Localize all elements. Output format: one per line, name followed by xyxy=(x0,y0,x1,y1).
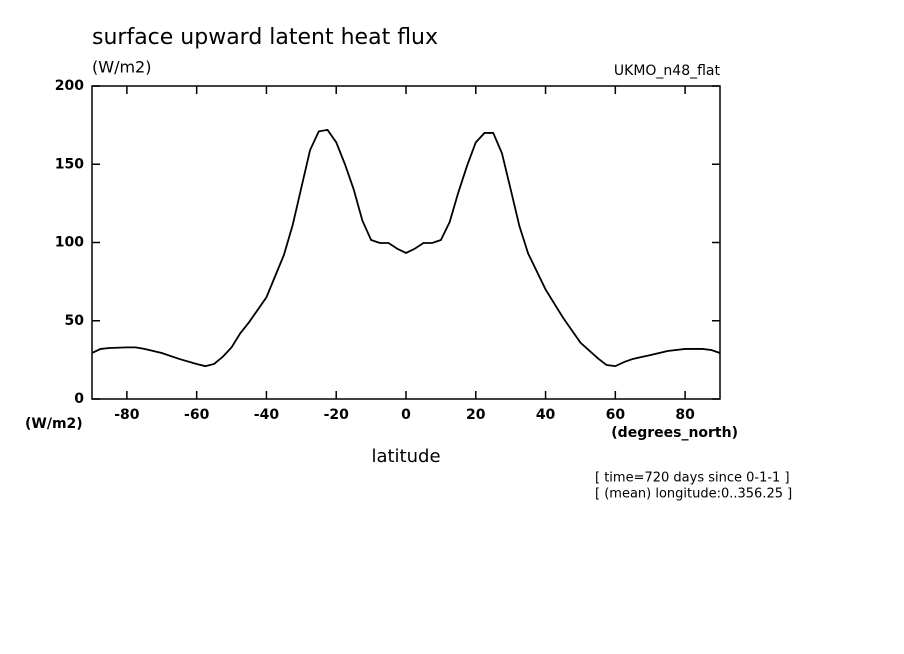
x-tick-label: 80 xyxy=(675,407,695,423)
note: [ (mean) longitude:0..356.25 ] xyxy=(595,487,792,502)
x-tick-label: 40 xyxy=(536,407,556,423)
y-tick-label: 100 xyxy=(55,235,84,251)
y-tick-label: 200 xyxy=(55,78,84,94)
plot-frame xyxy=(91,85,721,400)
note: [ time=720 days since 0-1-1 ] xyxy=(595,471,790,486)
x-tick-label: 0 xyxy=(401,407,411,423)
x-tick-label: -80 xyxy=(114,407,140,423)
dataset-label: UKMO_n48_flat xyxy=(614,63,721,79)
x-tick-label: 60 xyxy=(606,407,626,423)
x-tick-label: -60 xyxy=(184,407,210,423)
units-label: (W/m2) xyxy=(92,58,151,77)
y-tick-label: 0 xyxy=(74,391,84,407)
y-tick-label: 50 xyxy=(65,313,85,329)
x-tick-label: -20 xyxy=(324,407,350,423)
line xyxy=(91,128,721,368)
x-tick-label: 20 xyxy=(466,407,486,423)
x-axis-label: latitude xyxy=(371,446,440,467)
chart-title: surface upward latent heat flux xyxy=(92,25,438,50)
y-tick-label: 150 xyxy=(55,156,84,172)
x-axis-units: (degrees_north) xyxy=(611,425,738,441)
y-axis-units: (W/m2) xyxy=(25,416,83,432)
x-tick-label: -40 xyxy=(254,407,280,423)
